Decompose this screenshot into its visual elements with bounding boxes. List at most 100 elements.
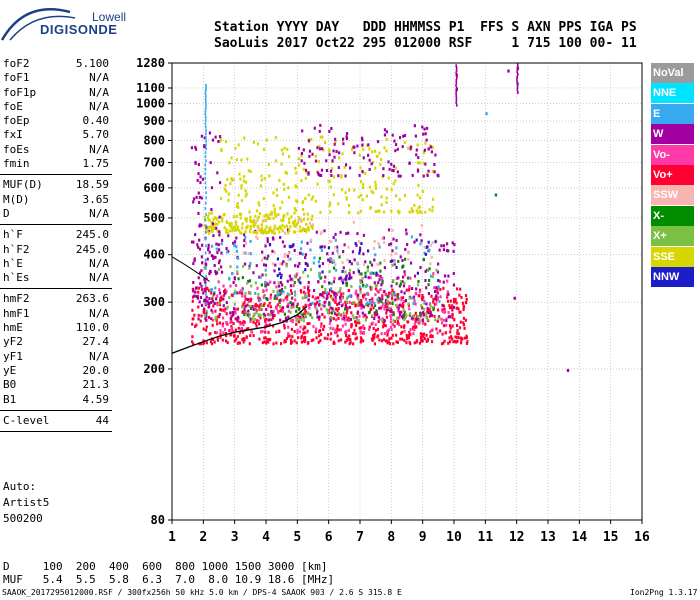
echo-point [330,316,333,320]
echo-point [418,318,421,322]
echo-point [375,309,378,313]
echo-point [205,311,208,315]
echo-point [208,289,211,293]
echo-point [301,252,304,256]
echo-point [422,307,426,311]
echo-point [437,262,440,266]
echo-point [245,335,248,339]
echo-point [255,311,258,315]
param-value: 110.0 [75,321,109,335]
echo-point [420,211,423,215]
echo-point [295,309,298,313]
param-value: 4.59 [82,392,110,406]
echo-point [238,341,242,345]
echo-point [313,256,316,260]
echo-point [288,334,291,338]
echo-point [418,209,422,213]
echo-point [287,195,290,199]
param-row-hf: h`F 245.0 [0,228,112,242]
echo-point [452,300,456,304]
echo-point [238,172,241,176]
echo-point [292,284,295,288]
echo-point [462,323,466,327]
echo-point [214,135,217,139]
echo-point [388,228,391,232]
echo-point [334,300,337,304]
echo-point [376,262,379,266]
echo-point [392,182,395,186]
echo-point [370,303,373,307]
echo-point [262,312,265,316]
echo-point [455,78,458,82]
echo-point [208,272,211,276]
echo-point [345,232,348,236]
echo-point [309,248,312,252]
legend-item-xplus: X+ [651,226,694,247]
echo-point [373,304,377,308]
echo-point [440,321,444,325]
echo-point [250,220,254,224]
echo-point [391,263,394,267]
echo-point [334,232,337,236]
echo-point [191,308,194,312]
echo-point [205,295,208,299]
echo-point [360,300,363,304]
echo-point [248,279,252,283]
echo-point [219,329,222,333]
echo-point [215,319,218,323]
echo-point [220,238,224,242]
echo-point [343,243,346,247]
echo-point [419,196,422,200]
echo-point [429,243,432,247]
param-row-hme: hmE 110.0 [0,321,112,335]
echo-point [405,232,408,236]
echo-point [240,184,243,188]
echo-point [265,340,268,344]
echo-point [358,153,361,157]
echo-point [436,296,440,300]
echo-point [371,150,374,154]
echo-point [293,329,296,333]
echo-point [227,234,230,238]
echo-point [379,261,382,265]
echo-point [386,305,389,309]
echo-point [210,288,213,292]
echo-point [240,199,243,203]
echo-point [321,270,324,274]
echo-point [205,299,208,303]
echo-point [398,197,401,201]
param-value: 245.0 [75,228,109,242]
echo-point [369,285,372,289]
param-label: foE [3,99,23,113]
echo-point [345,338,348,342]
echo-point [397,309,400,313]
echo-point [278,300,281,304]
echo-point [345,283,348,287]
echo-point [432,272,435,276]
echo-point [266,217,269,221]
echo-point [287,258,290,262]
echo-point [216,171,219,175]
echo-point [432,300,435,304]
echo-point [328,260,332,264]
echo-point [311,295,314,299]
echo-point [329,317,332,321]
echo-point [360,302,363,306]
echo-point [426,173,429,177]
echo-point [207,305,210,309]
param-label: hmE [3,321,23,335]
echo-point [272,216,275,220]
echo-point [455,301,458,305]
echo-point [342,292,345,296]
echo-point [205,128,207,132]
echo-point [221,338,224,342]
echo-point [267,215,270,219]
echo-point [374,149,377,153]
echo-point [352,342,355,346]
echo-point [264,280,267,284]
echo-point [455,73,458,77]
echo-point [425,138,428,142]
echo-point [383,210,386,214]
echo-point [420,296,424,300]
echo-point [327,292,330,296]
